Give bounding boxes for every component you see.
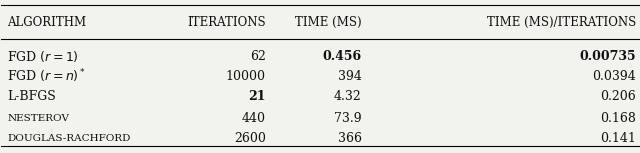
Text: L-BFGS: L-BFGS	[7, 90, 56, 103]
Text: 73.9: 73.9	[334, 112, 362, 125]
Text: ALGORITHM: ALGORITHM	[7, 16, 86, 29]
Text: 2600: 2600	[234, 132, 266, 145]
Text: 10000: 10000	[226, 70, 266, 83]
Text: TIME (MS)/ITERATIONS: TIME (MS)/ITERATIONS	[487, 16, 636, 29]
Text: DOUGLAS-RACHFORD: DOUGLAS-RACHFORD	[7, 134, 131, 143]
Text: 366: 366	[337, 132, 362, 145]
Text: NESTEROV: NESTEROV	[7, 114, 69, 123]
Text: 0.0394: 0.0394	[593, 70, 636, 83]
Text: 21: 21	[248, 90, 266, 103]
Text: TIME (MS): TIME (MS)	[295, 16, 362, 29]
Text: 0.168: 0.168	[600, 112, 636, 125]
Text: ITERATIONS: ITERATIONS	[187, 16, 266, 29]
Text: 440: 440	[242, 112, 266, 125]
Text: 394: 394	[338, 70, 362, 83]
Text: 0.206: 0.206	[600, 90, 636, 103]
Text: 62: 62	[250, 50, 266, 63]
Text: 4.32: 4.32	[333, 90, 362, 103]
Text: 0.141: 0.141	[600, 132, 636, 145]
Text: 0.456: 0.456	[323, 50, 362, 63]
Text: FGD $(r=n)^*$: FGD $(r=n)^*$	[7, 68, 86, 85]
Text: 0.00735: 0.00735	[579, 50, 636, 63]
Text: FGD $(r=1)$: FGD $(r=1)$	[7, 49, 79, 63]
